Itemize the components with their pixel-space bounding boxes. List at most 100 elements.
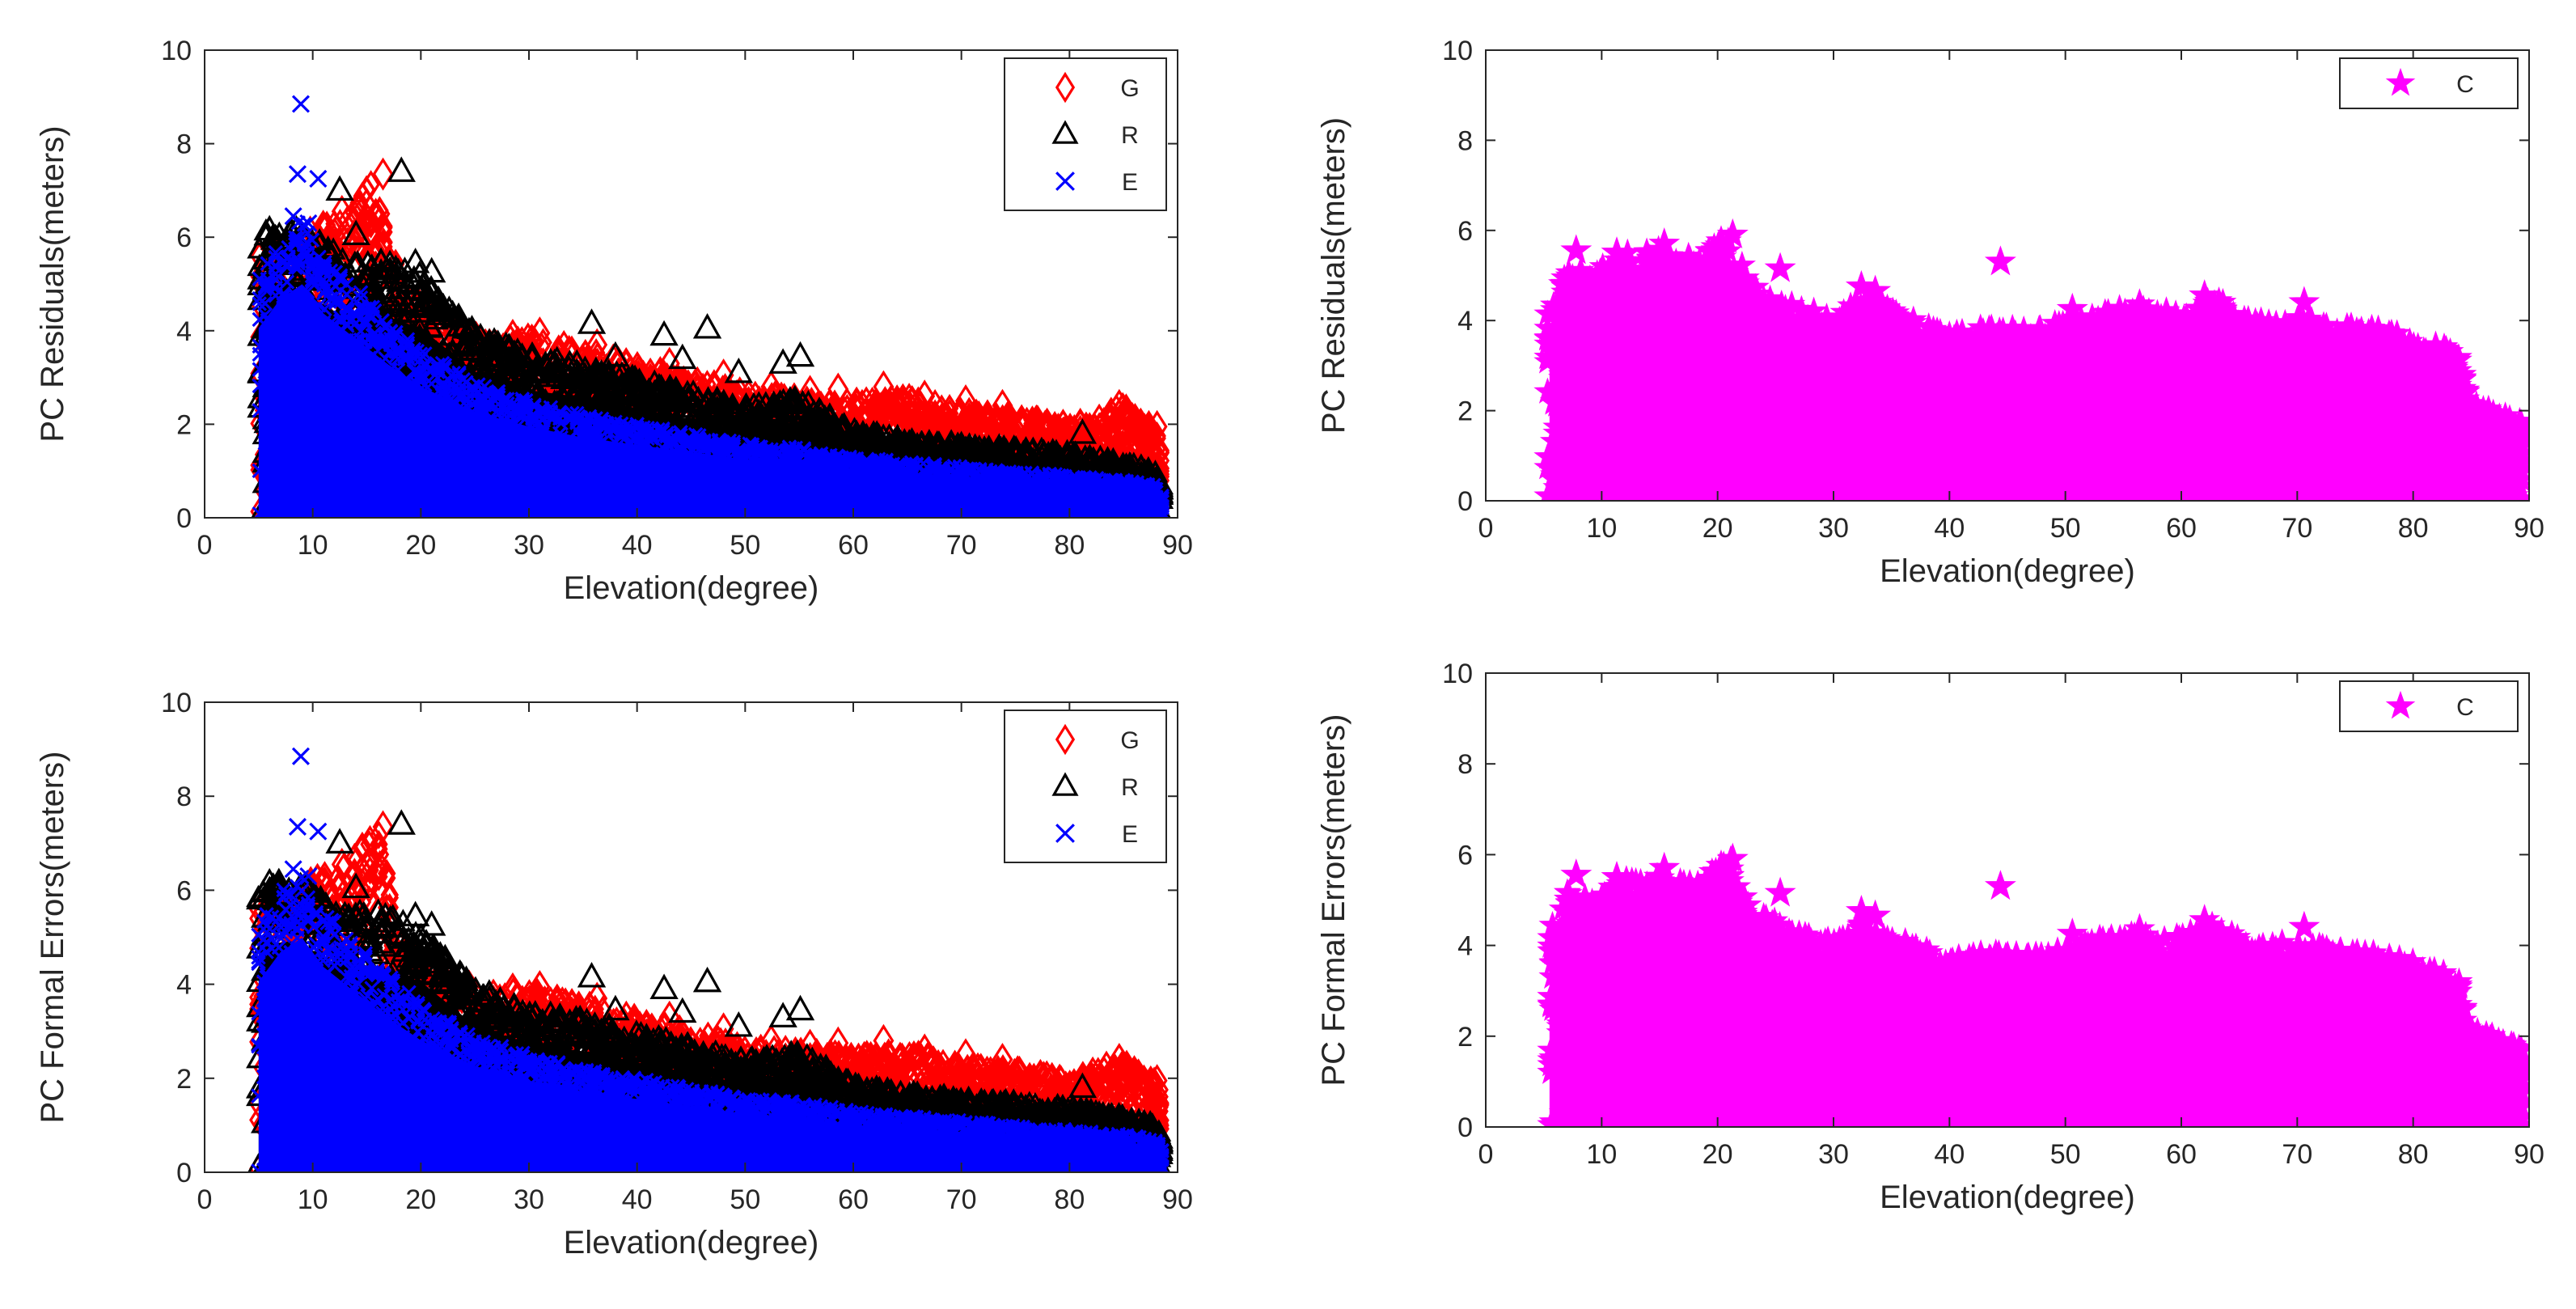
point-C-4 — [1716, 218, 1749, 248]
point-C-14 — [2507, 1047, 2529, 1078]
y-axis-title: PC Formal Errors(meters) — [1316, 714, 1351, 1086]
chart-panel-formal-errors-gre: 0 10 20 30 40 50 60 70 80 90 0 2 4 6 8 10 Elevation(degr… — [35, 688, 1193, 1260]
x-axis-title: Elevation(degree) — [564, 570, 819, 606]
series-C — [1533, 218, 2529, 501]
point-R-7 — [649, 320, 679, 346]
point-E-0 — [291, 95, 310, 113]
axes-box — [1485, 49, 2530, 502]
point-R-1 — [325, 175, 354, 201]
x-tick-label: 70 — [946, 530, 977, 561]
point-C-2 — [1648, 227, 1681, 258]
x-tick-label: 20 — [1703, 513, 1733, 544]
point-R-11 — [724, 1011, 753, 1037]
point-R-13 — [601, 994, 630, 1021]
point-G-2 — [331, 194, 353, 228]
legend: GRE — [1004, 57, 1167, 211]
x-tick-label: 10 — [298, 530, 328, 561]
x-tick-label: 60 — [838, 1184, 869, 1215]
y-tick-label: 8 — [1457, 125, 1473, 156]
y-tick-label: 4 — [1457, 931, 1473, 962]
legend-marker-C — [2385, 67, 2416, 96]
point-C-10 — [2123, 913, 2155, 943]
series-C-cloud — [1533, 227, 2529, 501]
x-tick-label: 0 — [1478, 1139, 1494, 1170]
y-tick-label: 0 — [1457, 486, 1473, 517]
point-C-13 — [2467, 1023, 2499, 1054]
x-tick-label: 20 — [1703, 1139, 1733, 1170]
point-G-15 — [1108, 388, 1130, 422]
point-C-12 — [2288, 910, 2320, 941]
point-G-3 — [502, 972, 523, 1006]
point-C-6 — [1845, 895, 1877, 926]
point-R-12 — [668, 343, 697, 370]
legend-label-R: R — [1121, 774, 1139, 801]
point-R-5 — [417, 910, 446, 936]
point-R-3 — [341, 219, 370, 245]
point-G-14 — [992, 1043, 1013, 1077]
y-tick-label: 6 — [1457, 216, 1473, 247]
point-G-15 — [1108, 1043, 1130, 1077]
point-C-15 — [2443, 470, 2476, 501]
x-tick-label: 10 — [298, 1184, 328, 1215]
point-G-4 — [529, 969, 551, 1004]
series-E-cloud — [252, 215, 1170, 518]
legend-marker-C — [2385, 690, 2416, 719]
y-tick-label: 6 — [176, 222, 192, 253]
legend-label-E: E — [1122, 169, 1138, 196]
point-G-14 — [992, 388, 1013, 422]
y-tick-label: 2 — [1457, 396, 1473, 427]
point-C-13 — [2467, 398, 2499, 429]
y-tick-label: 4 — [1457, 306, 1473, 337]
y-tick-label: 10 — [1442, 659, 1473, 689]
point-E-1 — [288, 817, 307, 836]
x-tick-label: 60 — [2166, 1139, 2197, 1170]
point-C-10 — [2123, 288, 2155, 319]
y-tick-label: 6 — [176, 875, 192, 906]
x-tick-label: 30 — [1818, 513, 1849, 544]
x-tick-label: 70 — [2282, 513, 2312, 544]
x-tick-label: 0 — [197, 1184, 213, 1215]
x-tick-label: 70 — [946, 1184, 977, 1215]
y-tick-label: 4 — [176, 316, 192, 347]
x-tick-label: 30 — [514, 530, 544, 561]
y-tick-label: 0 — [176, 1158, 192, 1188]
legend-box — [2339, 57, 2519, 109]
x-axis-title: Elevation(degree) — [1880, 1180, 2135, 1215]
point-G-10 — [827, 1026, 849, 1060]
chart-panel-residuals-gre: 0 10 20 30 40 50 60 70 80 90 0 2 4 6 8 10 Elevation(degr… — [35, 36, 1193, 606]
x-tick-label: 70 — [2282, 1139, 2312, 1170]
y-tick-label: 0 — [176, 503, 192, 534]
legend-marker-R — [1051, 772, 1079, 796]
legend-marker-E — [1055, 824, 1075, 843]
point-G-11 — [873, 1023, 895, 1057]
y-tick-label: 8 — [176, 129, 192, 160]
y-tick-label: 4 — [176, 970, 192, 1001]
y-tick-label: 2 — [176, 1064, 192, 1095]
point-R-5 — [417, 256, 446, 283]
point-G-9 — [799, 1028, 821, 1062]
legend: GRE — [1004, 710, 1167, 863]
series-C-cloud — [1537, 845, 2529, 1127]
legend-label-C: C — [2456, 694, 2474, 721]
series-C — [1537, 842, 2529, 1127]
point-C-7 — [1859, 899, 1892, 930]
point-R-2 — [387, 156, 416, 182]
point-E-2 — [309, 822, 328, 841]
x-tick-label: 90 — [2514, 1139, 2544, 1170]
point-C-11 — [2189, 904, 2221, 934]
y-tick-label: 8 — [176, 782, 192, 812]
legend-label-G: G — [1120, 75, 1139, 102]
y-tick-label: 8 — [1457, 749, 1473, 780]
data-points — [1537, 842, 2529, 1127]
point-G-1 — [369, 197, 391, 231]
point-R-2 — [387, 809, 416, 835]
data-points — [246, 747, 1174, 1172]
x-tick-label: 50 — [730, 1184, 760, 1215]
point-E-3 — [284, 860, 302, 879]
point-G-0 — [372, 157, 394, 191]
axes-box — [204, 49, 1178, 519]
point-C-12 — [2288, 286, 2320, 316]
point-R-6 — [577, 308, 607, 334]
